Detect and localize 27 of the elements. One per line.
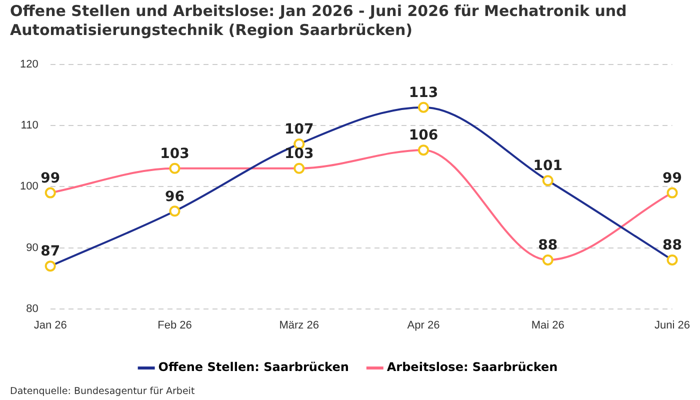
x-tick-label: Apr 26 xyxy=(407,319,440,332)
y-tick-label: 80 xyxy=(26,302,38,315)
data-label: 103 xyxy=(284,146,314,162)
data-label: 87 xyxy=(40,244,60,260)
data-label: 106 xyxy=(408,128,438,144)
y-tick-label: 110 xyxy=(20,120,38,132)
x-tick-label: Mai 26 xyxy=(531,319,564,332)
data-label: 103 xyxy=(160,146,190,162)
data-label: 99 xyxy=(40,170,60,186)
data-label: 99 xyxy=(662,170,682,186)
x-tick-label: Juni 26 xyxy=(654,319,690,332)
x-tick-label: Jan 26 xyxy=(34,319,67,332)
text: Datenquelle: Bundesagentur für Arbeit xyxy=(10,386,195,397)
legend-label: Offene Stellen: Saarbrücken xyxy=(158,360,349,374)
data-label: 88 xyxy=(538,238,558,254)
data-label: 107 xyxy=(284,122,314,138)
data-label: 96 xyxy=(164,188,184,205)
legend-label: Arbeitslose: Saarbrücken xyxy=(386,360,558,374)
data-label: 101 xyxy=(533,158,562,174)
data-label: 113 xyxy=(408,84,438,101)
data-label: 88 xyxy=(662,238,682,254)
chart-title: Offene Stellen und Arbeitslose: Jan 2026 - Juni 2026 für Mechatronik und Automatisierungstechnik (Region Saarbrücken) xyxy=(10,2,628,40)
x-tick-label: Feb 26 xyxy=(158,319,192,332)
y-tick-label: 90 xyxy=(26,242,38,254)
y-tick-label: 100 xyxy=(20,180,38,193)
y-tick-label: 120 xyxy=(20,58,38,71)
x-tick-label: März 26 xyxy=(279,319,319,332)
